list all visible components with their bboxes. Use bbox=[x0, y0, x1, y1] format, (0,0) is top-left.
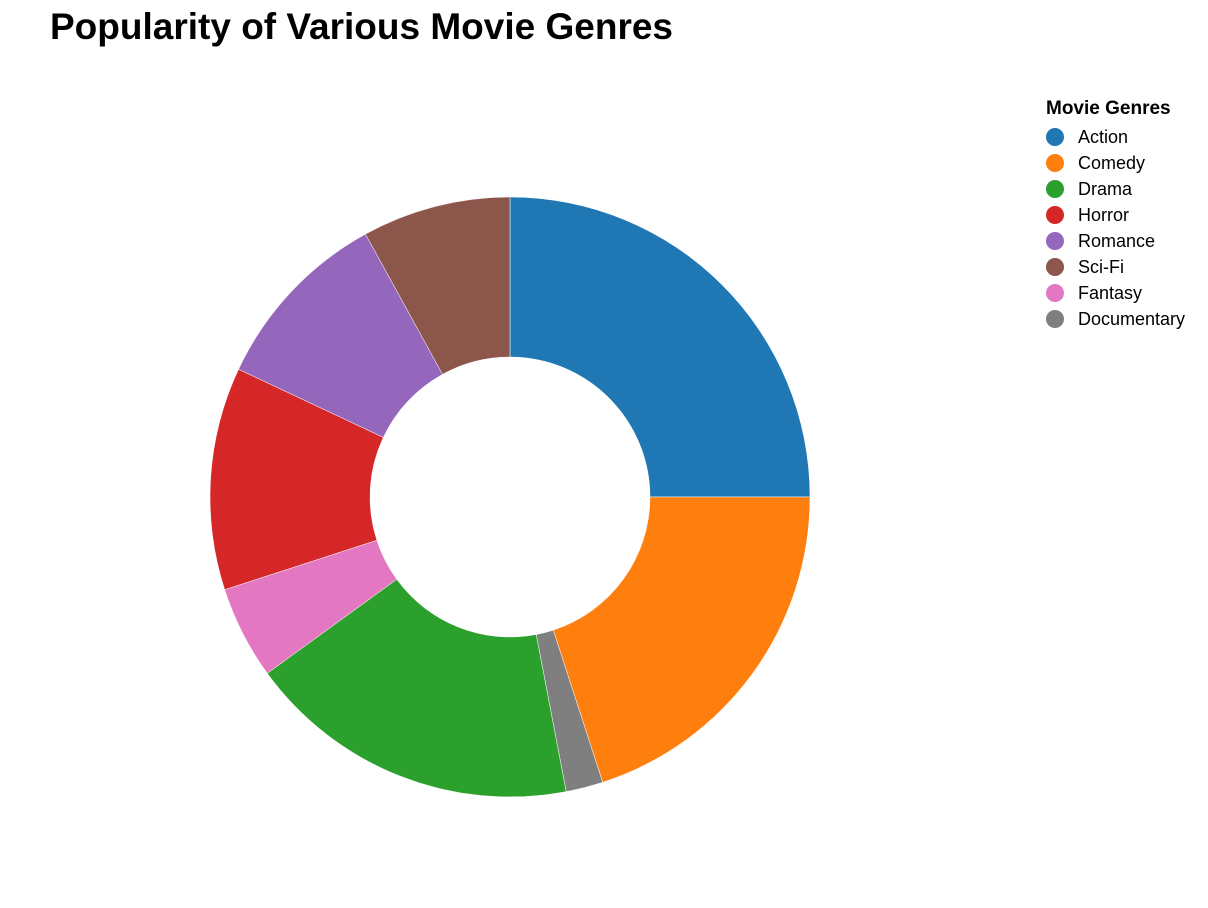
legend-label-documentary: Documentary bbox=[1078, 308, 1186, 329]
legend-swatch-romance bbox=[1046, 232, 1064, 250]
legend-label-romance: Romance bbox=[1078, 230, 1156, 251]
legend-item-comedy: Comedy bbox=[1046, 150, 1185, 176]
legend-item-action: Action bbox=[1046, 124, 1185, 150]
slice-action bbox=[509, 196, 811, 498]
legend-swatch-horror bbox=[1046, 206, 1064, 224]
slice-comedy bbox=[552, 496, 811, 783]
legend-label-horror: Horror bbox=[1078, 204, 1130, 225]
slice-romance bbox=[238, 233, 443, 438]
donut-slices bbox=[209, 196, 811, 798]
legend-swatch-drama bbox=[1046, 180, 1064, 198]
legend-item-sci-fi: Sci-Fi bbox=[1046, 254, 1185, 280]
legend-item-documentary: Documentary bbox=[1046, 306, 1185, 332]
legend-label-comedy: Comedy bbox=[1078, 152, 1146, 173]
legend-items: Action Comedy Drama Horror Romance Sci-Fi Fant… bbox=[1046, 124, 1185, 332]
slice-drama bbox=[266, 578, 567, 798]
legend-item-fantasy: Fantasy bbox=[1046, 280, 1185, 306]
legend-label-sci-fi: Sci-Fi bbox=[1078, 256, 1124, 277]
legend-label-drama: Drama bbox=[1078, 178, 1133, 199]
legend-swatch-action bbox=[1046, 128, 1064, 146]
legend-item-drama: Drama bbox=[1046, 176, 1185, 202]
legend-swatch-fantasy bbox=[1046, 284, 1064, 302]
slice-sci-fi bbox=[365, 196, 511, 375]
legend-title: Movie Genres bbox=[1046, 98, 1171, 119]
legend-item-horror: Horror bbox=[1046, 202, 1185, 228]
legend: Movie Genres Action Comedy Drama Horror Roma… bbox=[1046, 98, 1185, 332]
chart-title: Popularity of Various Movie Genres bbox=[50, 6, 674, 47]
legend-label-action: Action bbox=[1078, 126, 1129, 147]
legend-label-fantasy: Fantasy bbox=[1078, 282, 1143, 303]
legend-swatch-documentary bbox=[1046, 310, 1064, 328]
legend-item-romance: Romance bbox=[1046, 228, 1185, 254]
legend-swatch-comedy bbox=[1046, 154, 1064, 172]
slice-horror bbox=[209, 368, 384, 591]
legend-swatch-sci-fi bbox=[1046, 258, 1064, 276]
